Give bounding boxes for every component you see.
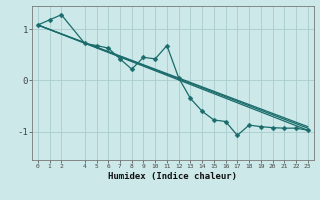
X-axis label: Humidex (Indice chaleur): Humidex (Indice chaleur) (108, 172, 237, 181)
